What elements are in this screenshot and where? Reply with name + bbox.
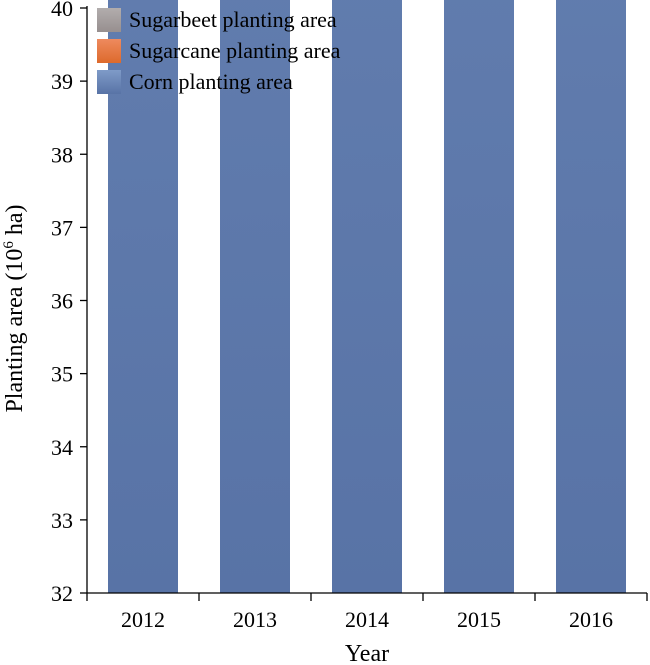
x-tick-label: 2014 — [345, 607, 389, 632]
bar-2015-series-0 — [444, 0, 514, 593]
bar-2014-series-0 — [332, 0, 402, 593]
y-tick-label: 32 — [51, 581, 73, 606]
bar-2016-series-0 — [556, 0, 626, 593]
y-tick-label: 39 — [51, 69, 73, 94]
x-tick-label: 2016 — [569, 607, 613, 632]
y-tick-label: 33 — [51, 508, 73, 533]
x-tick-label: 2015 — [457, 607, 501, 632]
legend-swatch — [97, 8, 121, 32]
legend-label: Corn planting area — [129, 69, 293, 94]
legend-label: Sugarbeet planting area — [129, 7, 337, 32]
bars-layer — [108, 0, 626, 594]
y-tick-label: 34 — [51, 435, 73, 460]
y-tick-label: 40 — [51, 0, 73, 21]
legend-swatch — [97, 39, 121, 63]
y-tick-label: 38 — [51, 142, 73, 167]
bar-2012-series-0 — [108, 0, 178, 594]
x-axis-title: Year — [345, 641, 389, 665]
y-tick-label: 36 — [51, 289, 73, 314]
legend-swatch — [97, 70, 121, 94]
axes-layer: 32 33 34 35 36 37 38 39 40 2012 2013 2014 2015 2016 — [51, 0, 648, 632]
y-tick-label: 37 — [51, 215, 73, 240]
legend-label: Sugarcane planting area — [129, 38, 341, 63]
bar-2013-series-0 — [220, 0, 290, 593]
y-tick-label: 35 — [51, 362, 73, 387]
legend: Sugarbeet planting area Sugarcane plantin… — [97, 7, 341, 94]
x-tick-label: 2013 — [233, 607, 277, 632]
x-tick-label: 2012 — [121, 607, 165, 632]
y-axis-title: Planting area (106 ha) — [1, 204, 28, 412]
